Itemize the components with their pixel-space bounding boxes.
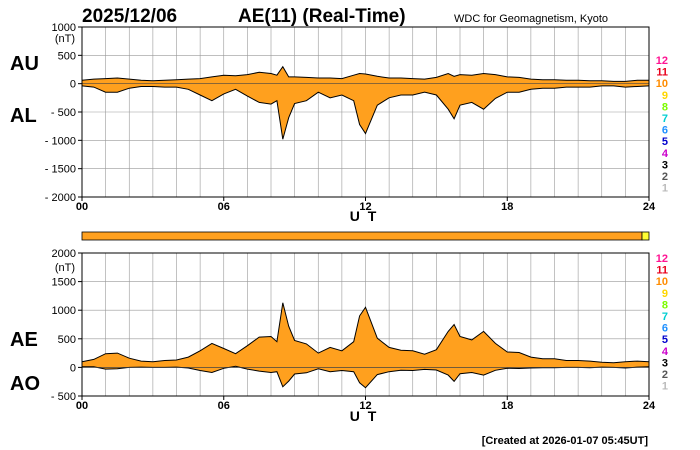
station-count-2: 2	[662, 369, 668, 381]
au-al-area	[82, 66, 649, 140]
station-count-2: 2	[662, 171, 668, 183]
station-count-7: 7	[662, 311, 668, 323]
station-count-4: 4	[662, 346, 669, 358]
ao-label: AO	[10, 373, 40, 395]
y-tick-label: - 1000	[45, 135, 76, 147]
y-tick-label: - 500	[51, 391, 76, 403]
y-tick-label: - 2000	[45, 192, 76, 204]
y-tick-label: - 1500	[45, 164, 76, 176]
ae-ao-units: (nT)	[55, 262, 75, 274]
x-tick-label: 24	[643, 201, 656, 213]
station-count-1: 1	[662, 381, 668, 393]
al-label: AL	[10, 105, 37, 127]
station-count-10: 10	[656, 276, 668, 288]
station-count-4: 4	[662, 148, 669, 160]
station-count-12: 12	[656, 55, 668, 67]
x-tick-label: 06	[218, 201, 230, 213]
x-tick-label: 00	[76, 400, 88, 412]
x-tick-label: 12	[359, 201, 371, 213]
station-count-9: 9	[662, 288, 668, 300]
created-timestamp: [Created at 2026-01-07 05:45UT]	[482, 435, 649, 447]
au-al-panel: (nT) AU AL U T 1000 500 0 - 500 - 1000 - 1500…	[10, 22, 656, 224]
x-tick-label: 18	[501, 400, 513, 412]
au-al-units: (nT)	[55, 33, 75, 45]
x-tick-label: 06	[218, 400, 230, 412]
chart-title: AE(11) (Real-Time)	[238, 6, 406, 27]
y-tick-label: 1000	[52, 305, 76, 317]
y-tick-label: - 500	[51, 107, 76, 119]
x-tick-label: 18	[501, 201, 513, 213]
x-tick-label: 00	[76, 201, 88, 213]
station-count-8: 8	[662, 299, 668, 311]
y-tick-label: 0	[70, 362, 76, 374]
y-tick-label: 1500	[52, 277, 76, 289]
station-count-12: 12	[656, 253, 668, 265]
y-tick-label: 2000	[52, 248, 76, 260]
y-tick-label: 500	[58, 50, 76, 62]
station-count-8: 8	[662, 101, 668, 113]
data-quality-bar-end	[641, 231, 650, 241]
au-series-line	[81, 65, 649, 82]
station-count-3: 3	[662, 159, 668, 171]
ae-ao-x-axis-label: U T	[350, 408, 379, 424]
station-count-5: 5	[662, 334, 668, 346]
station-count-10: 10	[656, 78, 668, 90]
au-al-x-axis-label: U T	[350, 208, 379, 224]
y-tick-label: 0	[70, 79, 76, 91]
x-tick-label: 12	[359, 400, 371, 412]
au-label: AU	[10, 53, 39, 75]
y-tick-label: 1000	[52, 22, 76, 34]
station-count-6: 6	[662, 125, 668, 137]
station-count-11: 11	[656, 67, 668, 79]
station-count-3: 3	[662, 357, 668, 369]
date-title: 2025/12/06	[82, 6, 177, 27]
source-label: WDC for Geomagnetism, Kyoto	[454, 13, 608, 25]
station-count-9: 9	[662, 90, 668, 102]
station-count-5: 5	[662, 136, 668, 148]
x-tick-label: 24	[643, 400, 656, 412]
ae-ao-area	[82, 302, 649, 388]
ae-series-line	[81, 302, 650, 364]
al-series-line	[81, 85, 650, 140]
station-count-7: 7	[662, 113, 668, 125]
ae-label: AE	[10, 329, 38, 351]
station-count-6: 6	[662, 323, 668, 335]
y-tick-label: 500	[58, 334, 76, 346]
station-count-11: 11	[656, 265, 668, 277]
data-quality-bar	[81, 231, 643, 241]
station-count-1: 1	[662, 183, 668, 195]
